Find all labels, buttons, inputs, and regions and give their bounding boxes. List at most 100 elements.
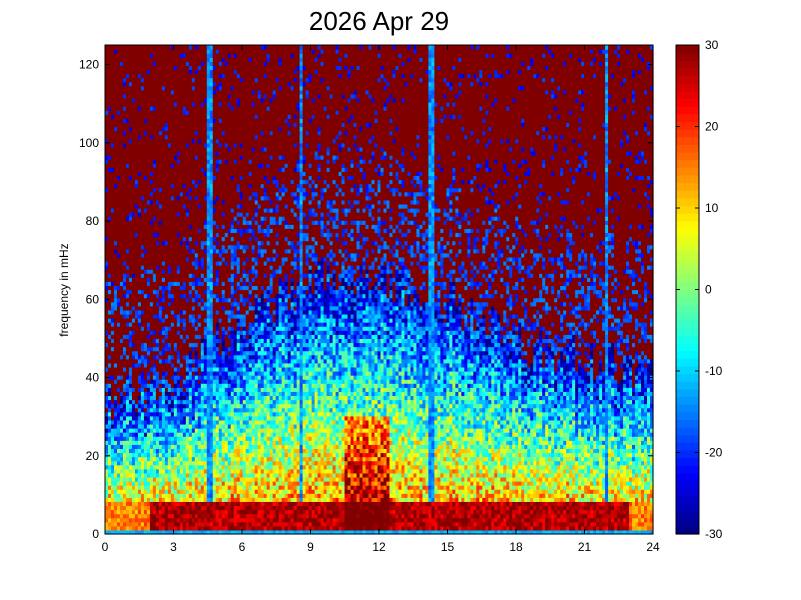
heatmap-cell [113,521,118,527]
heatmap-cell [110,65,115,71]
heatmap-cell [110,220,115,225]
heatmap-cell [116,65,121,71]
heatmap-cell [113,183,118,189]
heatmap-cell [113,529,118,535]
heatmap-cell [107,167,112,172]
heatmap-cell [110,456,115,462]
heatmap-cell [107,301,112,307]
heatmap-cell [110,476,115,482]
heatmap-cell [116,485,121,490]
heatmap-cell [110,525,115,531]
heatmap-cell [110,513,115,519]
heatmap-cell [116,391,121,397]
heatmap-cell [110,203,115,209]
heatmap-cell [110,208,115,213]
heatmap-cell [110,415,115,421]
heatmap-cell [116,220,121,225]
heatmap-cell [107,452,112,458]
heatmap-cell [113,313,118,319]
heatmap-cell [116,252,121,258]
heatmap-cell [105,497,109,502]
heatmap-cell [107,423,112,429]
heatmap-cell [110,485,115,490]
heatmap-cell [116,212,121,217]
heatmap-cell [116,297,121,303]
heatmap-cell [105,114,109,119]
heatmap-cell [105,411,109,417]
heatmap-cell [116,322,121,327]
heatmap-cell [110,444,115,450]
heatmap-cell [107,191,112,197]
heatmap-cell [113,159,118,164]
heatmap-cell [116,354,121,360]
heatmap-cell [107,371,112,376]
heatmap-cell [113,146,118,152]
heatmap-cell [105,203,109,209]
heatmap-cell [116,481,121,486]
heatmap-cell [110,212,115,217]
heatmap-cell [116,191,121,197]
heatmap-cell [110,448,115,454]
heatmap-cell [107,330,112,335]
heatmap-cell [110,297,115,303]
heatmap-cell [113,489,118,494]
heatmap-cell [105,379,109,384]
heatmap-cell [116,334,121,339]
heatmap-cell [110,97,115,103]
heatmap-cell [107,481,112,486]
heatmap-cell [113,57,118,62]
heatmap-cell [116,375,121,380]
heatmap-cell [107,346,112,352]
heatmap-cell [116,240,121,246]
heatmap-cell [116,289,121,295]
heatmap-cell [107,228,112,234]
heatmap-cell [119,444,124,450]
heatmap-cell [110,183,115,189]
heatmap-cell [116,525,121,531]
heatmap-cell [110,191,115,197]
heatmap-cell [113,244,118,250]
heatmap-cell [116,73,121,79]
heatmap-cell [113,85,118,91]
heatmap-cell [110,358,115,364]
heatmap-cell [107,118,112,124]
heatmap-cell [116,415,121,421]
heatmap-cell [113,150,118,156]
heatmap-cell [113,436,118,441]
heatmap-cell [110,138,115,144]
heatmap-cell [116,411,121,417]
heatmap-cell [119,440,124,445]
heatmap-cell [116,428,121,433]
heatmap-cell [110,199,115,205]
heatmap-cell [110,313,115,319]
heatmap-cell [107,366,112,372]
heatmap-cell [105,199,109,205]
heatmap-cell [113,415,118,421]
heatmap-cell [113,338,118,344]
heatmap-cell [110,77,115,83]
heatmap-cell [105,366,109,372]
heatmap-cell [110,407,115,413]
heatmap-cell [119,476,124,482]
heatmap-cell [110,505,115,511]
heatmap-cell [107,501,112,507]
heatmap-cell [116,256,121,262]
heatmap-cell [107,305,112,311]
heatmap-cell [105,395,109,401]
heatmap-cell [113,452,118,458]
heatmap-cell [119,521,124,527]
heatmap-cell [113,346,118,352]
heatmap-cell [105,440,109,445]
heatmap-cell [116,69,121,75]
heatmap-cell [116,61,121,66]
heatmap-cell [105,232,109,238]
heatmap-cell [113,517,118,523]
heatmap-cell [107,428,112,433]
heatmap-cell [113,106,118,111]
heatmap-cell [116,395,121,401]
heatmap-cell [107,436,112,441]
heatmap-cell [107,432,112,437]
heatmap-cell [113,102,118,107]
heatmap-cell [105,134,109,140]
heatmap-cell [113,354,118,360]
